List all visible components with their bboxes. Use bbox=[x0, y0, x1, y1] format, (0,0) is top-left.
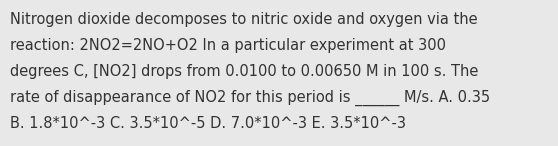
Text: Nitrogen dioxide decomposes to nitric oxide and oxygen via the: Nitrogen dioxide decomposes to nitric ox… bbox=[10, 12, 478, 27]
Text: degrees C, [NO2] drops from 0.0100 to 0.00650 M in 100 s. The: degrees C, [NO2] drops from 0.0100 to 0.… bbox=[10, 64, 478, 79]
Text: reaction: 2NO2=2NO+O2 In a particular experiment at 300: reaction: 2NO2=2NO+O2 In a particular ex… bbox=[10, 38, 446, 53]
Text: rate of disappearance of NO2 for this period is ______ M/s. A. 0.35: rate of disappearance of NO2 for this pe… bbox=[10, 90, 490, 106]
Text: B. 1.8*10^-3 C. 3.5*10^-5 D. 7.0*10^-3 E. 3.5*10^-3: B. 1.8*10^-3 C. 3.5*10^-5 D. 7.0*10^-3 E… bbox=[10, 116, 406, 131]
